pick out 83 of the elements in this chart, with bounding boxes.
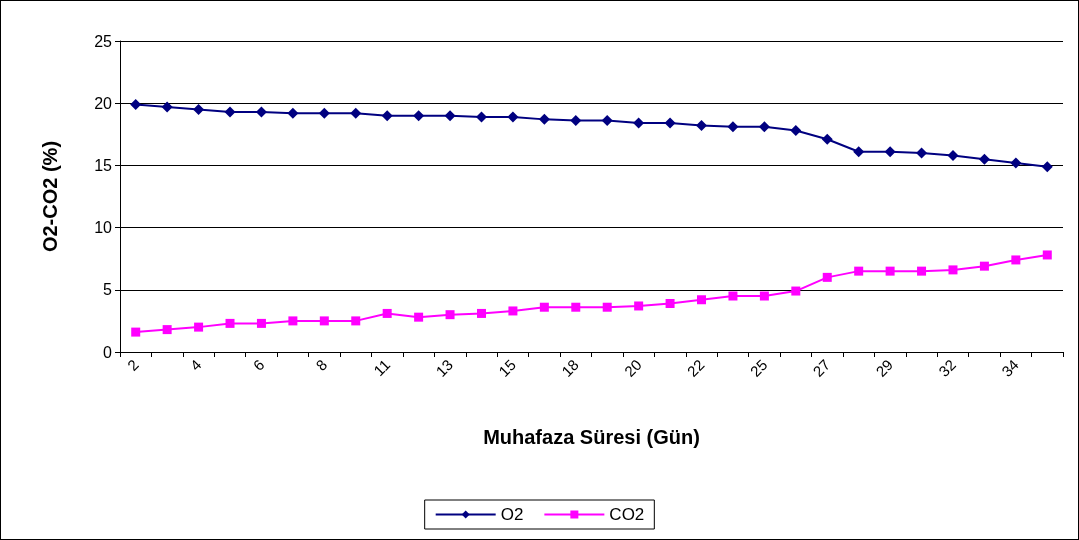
point xyxy=(916,147,928,159)
point xyxy=(414,312,424,322)
point xyxy=(697,295,707,305)
point xyxy=(790,125,802,137)
x-tick-label: 29 xyxy=(872,355,897,380)
point xyxy=(1010,157,1022,169)
point xyxy=(161,101,173,113)
point xyxy=(601,115,613,127)
point xyxy=(571,302,581,312)
point xyxy=(350,107,362,119)
x-tick-label: 18 xyxy=(557,355,582,380)
point xyxy=(853,146,865,158)
point xyxy=(256,318,266,328)
point xyxy=(665,298,675,308)
y-tick-label: 25 xyxy=(94,32,113,50)
point xyxy=(318,107,330,119)
point xyxy=(444,110,456,122)
legend-label: CO2 xyxy=(609,505,645,524)
x-tick-label: 15 xyxy=(495,355,519,380)
point xyxy=(602,302,612,312)
point xyxy=(979,261,989,271)
point xyxy=(948,265,958,275)
x-tick-label: 6 xyxy=(249,355,268,374)
point xyxy=(1011,255,1021,265)
x-tick-label: 4 xyxy=(186,355,205,374)
x-tick-label: 32 xyxy=(935,355,959,380)
point xyxy=(634,301,644,311)
point xyxy=(445,310,455,320)
point xyxy=(1041,161,1053,173)
point xyxy=(288,316,298,326)
x-tick-label: 13 xyxy=(432,355,457,380)
point xyxy=(978,153,990,165)
point xyxy=(130,98,142,110)
x-tick-label: 34 xyxy=(998,355,1022,380)
point xyxy=(225,318,235,328)
point xyxy=(570,115,582,127)
point xyxy=(476,308,486,318)
point xyxy=(193,103,205,115)
point xyxy=(1042,250,1052,260)
point xyxy=(822,272,832,282)
point xyxy=(508,306,518,316)
y-tick-label: 5 xyxy=(103,281,113,299)
y-tick-label: 15 xyxy=(94,156,113,174)
point xyxy=(194,322,204,332)
x-axis-title: Muhafaza Süresi (Gün) xyxy=(483,426,700,448)
point xyxy=(885,266,895,276)
x-tick-label: 20 xyxy=(620,355,645,380)
point xyxy=(382,308,392,318)
y-tick-label: 20 xyxy=(94,94,113,112)
y-axis-title: O2-CO2 (%) xyxy=(39,140,61,253)
point xyxy=(696,120,708,132)
point xyxy=(791,286,801,296)
legend-label: O2 xyxy=(500,505,524,524)
point xyxy=(884,146,896,158)
point xyxy=(821,133,833,145)
point xyxy=(539,302,549,312)
point xyxy=(319,316,329,326)
point xyxy=(224,106,236,118)
point xyxy=(131,327,141,337)
point xyxy=(162,325,172,335)
point xyxy=(475,111,487,123)
x-tick-label: 8 xyxy=(312,355,331,374)
point xyxy=(413,110,425,122)
point xyxy=(727,121,739,133)
point xyxy=(538,113,550,125)
point xyxy=(664,117,676,129)
point xyxy=(287,107,299,119)
point xyxy=(728,291,738,301)
point xyxy=(917,266,927,276)
x-tick-label: 25 xyxy=(746,355,771,380)
y-tick-label: 10 xyxy=(94,219,113,237)
x-tick-label: 27 xyxy=(809,355,834,380)
point xyxy=(759,291,769,301)
y-tick-label: 0 xyxy=(103,343,113,361)
x-tick-label: 22 xyxy=(683,355,708,380)
point xyxy=(854,266,864,276)
point xyxy=(381,110,393,122)
x-tick-label: 11 xyxy=(370,355,394,380)
point xyxy=(507,111,519,123)
point xyxy=(758,121,770,133)
point xyxy=(947,149,959,161)
x-tick-label: 2 xyxy=(123,355,142,374)
point xyxy=(351,316,361,326)
